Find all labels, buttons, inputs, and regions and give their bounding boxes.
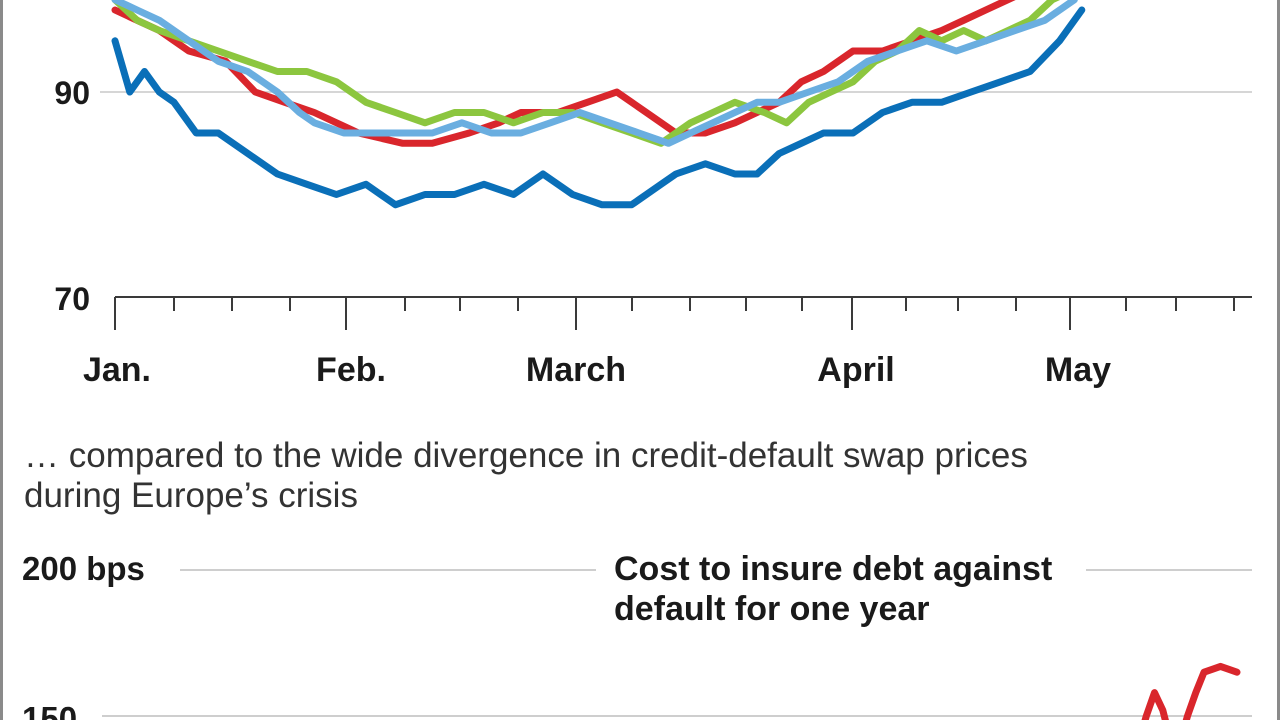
top-price-chart: 90 70 Jan. Feb. March April May xyxy=(54,0,1252,389)
series-line-green xyxy=(111,0,1061,147)
series-line-light-blue xyxy=(111,0,1078,147)
bottom-chart-title-line-2: default for one year xyxy=(614,590,930,628)
bottom-series-line-red xyxy=(1141,662,1241,720)
bottom-series-lines xyxy=(1141,662,1241,720)
month-label-april: April xyxy=(817,351,894,389)
chart-caption: … compared to the wide divergence in cre… xyxy=(24,436,1028,515)
y-tick-label-200-bps: 200 bps xyxy=(22,550,145,587)
series-line-dark-blue xyxy=(111,6,1086,209)
y-tick-label-150: 150 xyxy=(22,700,77,720)
caption-line-1: … compared to the wide divergence in cre… xyxy=(24,436,1028,475)
bottom-cds-chart: 200 bps 150 Cost to insure debt against … xyxy=(22,550,1252,720)
month-label-jan: Jan. xyxy=(83,351,151,389)
frame-right-border xyxy=(1277,0,1280,720)
top-y-tick-labels: 90 70 xyxy=(54,75,90,317)
y-tick-label-90: 90 xyxy=(54,75,90,111)
month-labels: Jan. Feb. March April May xyxy=(83,351,1111,389)
month-label-march: March xyxy=(526,351,626,389)
caption-line-2: during Europe’s crisis xyxy=(24,476,358,515)
y-tick-label-70: 70 xyxy=(54,281,90,317)
top-series-lines xyxy=(111,0,1086,209)
frame-left-border xyxy=(0,0,3,720)
series-line-red xyxy=(111,0,1016,147)
month-label-may: May xyxy=(1045,351,1111,389)
top-x-ticks xyxy=(114,297,1235,330)
month-label-feb: Feb. xyxy=(316,351,386,389)
bottom-chart-title-line-1: Cost to insure debt against xyxy=(614,550,1052,588)
